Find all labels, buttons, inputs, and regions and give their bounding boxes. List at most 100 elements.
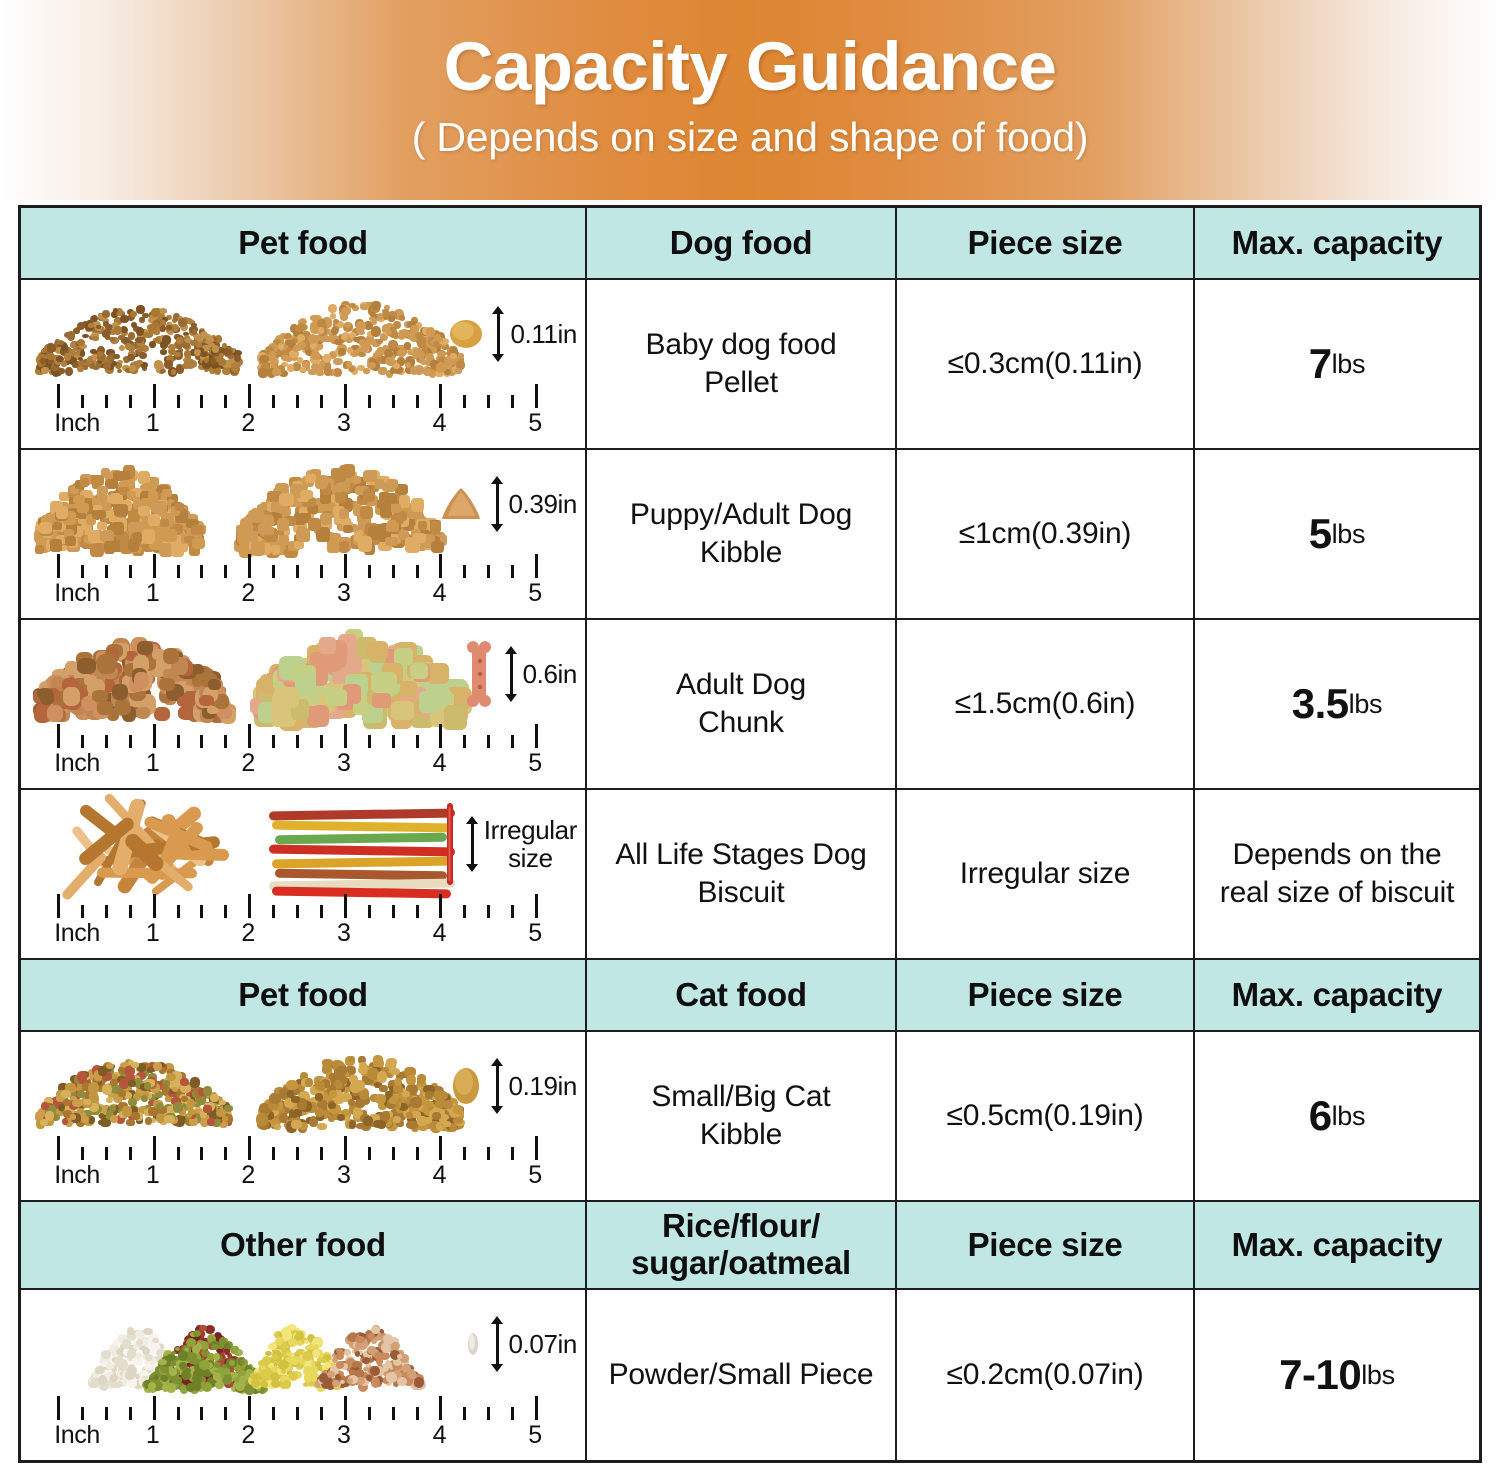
ruler-ticks bbox=[57, 1394, 538, 1420]
ruler-ticks bbox=[57, 892, 538, 918]
header-cell-max-capacity: Max. capacity bbox=[1231, 1225, 1443, 1263]
food-sample-cell: Irregular size Inch 1 2 3 4 5 bbox=[21, 790, 587, 958]
page-subtitle: ( Depends on size and shape of food) bbox=[411, 113, 1089, 160]
inch-ruler: Inch 1 2 3 4 5 bbox=[54, 552, 542, 607]
header-cell-pet-food: Pet food bbox=[21, 960, 587, 1030]
kibble-pile-left bbox=[32, 636, 237, 725]
header-cell-grain-types: Rice/flour/ sugar/oatmeal bbox=[587, 1202, 897, 1288]
food-sample-cell: 0.11in Inch 1 2 3 4 5 bbox=[21, 280, 587, 448]
capacity-guidance-table: Pet food Dog food Piece size Max. capaci… bbox=[18, 205, 1482, 1463]
piece-size-label: 0.39in bbox=[508, 488, 578, 519]
header-cell-dog-food: Dog food bbox=[587, 208, 897, 278]
food-pile-group bbox=[21, 1296, 585, 1396]
food-pile-group bbox=[21, 456, 585, 559]
kibble-pile-left bbox=[35, 305, 243, 377]
inch-ruler: Inch 1 2 3 4 5 bbox=[54, 1394, 542, 1449]
piece-size-label: 0.6in bbox=[522, 658, 578, 689]
food-name-cell: Puppy/Adult Dog Kibble bbox=[587, 450, 897, 618]
table-header-row-cat: Pet food Cat food Piece size Max. capaci… bbox=[21, 960, 1479, 1032]
header-cell-max-capacity: Max. capacity bbox=[1231, 975, 1443, 1013]
food-name-cell: Baby dog food Pellet bbox=[587, 280, 897, 448]
max-capacity-cell: 5 lbs bbox=[1195, 450, 1479, 618]
table-row: 0.39in Inch 1 2 3 4 5 Puppy/Adult Dog Kibble … bbox=[21, 450, 1479, 620]
food-sample-cell: 0.07in Inch 1 2 3 4 5 bbox=[21, 1290, 587, 1460]
piece-size-cell: ≤0.5cm(0.19in) bbox=[897, 1032, 1195, 1200]
header-cell-max-capacity: Max. capacity bbox=[1231, 223, 1443, 261]
piece-size-label: 0.11in bbox=[510, 318, 577, 349]
single-piece-measure: 0.39in bbox=[439, 464, 577, 544]
table-row: 0.07in Inch 1 2 3 4 5 Powder/Small Piece ≤0.2… bbox=[21, 1290, 1479, 1460]
single-piece-measure: Irregular size bbox=[442, 803, 577, 885]
max-capacity-cell: 7-10 lbs bbox=[1195, 1290, 1479, 1460]
food-name-cell: Small/Big Cat Kibble bbox=[587, 1032, 897, 1200]
max-capacity-cell: 6 lbs bbox=[1195, 1032, 1479, 1200]
capacity-value: 7-10 bbox=[1279, 1350, 1362, 1398]
ruler-ticks bbox=[57, 1134, 538, 1160]
piece-size-label: 0.07in bbox=[508, 1328, 578, 1359]
measure-bracket-icon bbox=[490, 1058, 504, 1114]
food-pile-group bbox=[21, 626, 585, 731]
capacity-value: 7 bbox=[1308, 339, 1332, 387]
food-sample-cell: 0.6in Inch 1 2 3 4 5 bbox=[21, 620, 587, 788]
ruler-numbers: Inch 1 2 3 4 5 bbox=[54, 409, 542, 437]
table-header-row-dog: Pet food Dog food Piece size Max. capaci… bbox=[21, 208, 1479, 280]
table-header-row-other: Other food Rice/flour/ sugar/oatmeal Pie… bbox=[21, 1202, 1479, 1290]
table-row: Irregular size Inch 1 2 3 4 5 All Life Stages… bbox=[21, 790, 1479, 960]
cat-kibble-pile-right bbox=[256, 1055, 465, 1133]
food-name-cell: Powder/Small Piece bbox=[587, 1290, 897, 1460]
pellet-swatch-icon bbox=[450, 320, 483, 348]
header-cell-cat-food: Cat food bbox=[587, 960, 897, 1030]
capacity-unit: lbs bbox=[1361, 1359, 1395, 1390]
piece-size-label: 0.19in bbox=[508, 1070, 578, 1101]
measure-bracket-icon bbox=[491, 306, 505, 362]
table-row: 0.19in Inch 1 2 3 4 5 Small/Big Cat Kibble ≤0… bbox=[21, 1032, 1479, 1202]
piece-size-cell: ≤0.2cm(0.07in) bbox=[897, 1290, 1195, 1460]
header-cell-pet-food: Pet food bbox=[21, 208, 587, 278]
bone-biscuit-pile-right bbox=[250, 629, 473, 731]
single-piece-measure: 0.07in bbox=[463, 1304, 577, 1384]
food-sample-cell: 0.19in Inch 1 2 3 4 5 bbox=[21, 1032, 587, 1200]
food-name-cell: All Life Stages Dog Biscuit bbox=[587, 790, 897, 958]
single-piece-measure: 0.11in bbox=[448, 294, 577, 374]
capacity-value: 3.5 bbox=[1291, 679, 1349, 727]
page-banner: Capacity Guidance ( Depends on size and … bbox=[0, 0, 1500, 200]
max-capacity-cell: Depends on the real size of biscuit bbox=[1219, 838, 1455, 909]
max-capacity-cell: 3.5 lbs bbox=[1195, 620, 1479, 788]
capacity-unit: lbs bbox=[1331, 348, 1366, 379]
triangle-kibble-swatch-icon bbox=[441, 488, 480, 519]
inch-ruler: Inch 1 2 3 4 5 bbox=[54, 892, 542, 947]
ruler-numbers: Inch 1 2 3 4 5 bbox=[54, 749, 542, 777]
max-capacity-cell: 7 lbs bbox=[1195, 280, 1479, 448]
piece-size-cell: ≤1.5cm(0.6in) bbox=[897, 620, 1195, 788]
table-row: 0.11in Inch 1 2 3 4 5 Baby dog food Pellet ≤0… bbox=[21, 280, 1479, 450]
dried-chicken-pile-left bbox=[51, 792, 230, 901]
kibble-pile-left bbox=[34, 465, 206, 558]
kibble-pile-right bbox=[234, 463, 448, 559]
grain-swatch-icon bbox=[467, 1333, 478, 1355]
inch-ruler: Inch 1 2 3 4 5 bbox=[54, 722, 542, 777]
food-pile-group bbox=[21, 1038, 585, 1138]
food-pile-group bbox=[21, 286, 585, 386]
piece-size-cell: ≤1cm(0.39in) bbox=[897, 450, 1195, 618]
header-cell-piece-size: Piece size bbox=[897, 1202, 1195, 1288]
measure-bracket-icon bbox=[465, 816, 479, 872]
ruler-numbers: Inch 1 2 3 4 5 bbox=[54, 1421, 542, 1449]
measure-bracket-icon bbox=[490, 476, 504, 532]
piece-size-cell: ≤0.3cm(0.11in) bbox=[897, 280, 1195, 448]
capacity-value: 5 bbox=[1308, 509, 1332, 557]
piece-size-cell: Irregular size bbox=[897, 790, 1195, 958]
capacity-unit: lbs bbox=[1331, 1100, 1366, 1131]
measure-bracket-icon bbox=[504, 646, 518, 702]
bone-biscuit-swatch-icon bbox=[466, 641, 491, 707]
cat-kibble-swatch-icon bbox=[452, 1068, 479, 1104]
ruler-numbers: Inch 1 2 3 4 5 bbox=[54, 919, 542, 947]
ruler-numbers: Inch 1 2 3 4 5 bbox=[54, 579, 542, 607]
page-title: Capacity Guidance bbox=[443, 28, 1057, 106]
header-cell-piece-size: Piece size bbox=[897, 960, 1195, 1030]
capacity-unit: lbs bbox=[1348, 688, 1383, 719]
ruler-ticks bbox=[57, 382, 538, 408]
food-sample-cell: 0.39in Inch 1 2 3 4 5 bbox=[21, 450, 587, 618]
mixed-grain-pile bbox=[87, 1308, 426, 1396]
chew-sticks-pile-right bbox=[267, 808, 467, 899]
ruler-ticks bbox=[57, 552, 538, 578]
